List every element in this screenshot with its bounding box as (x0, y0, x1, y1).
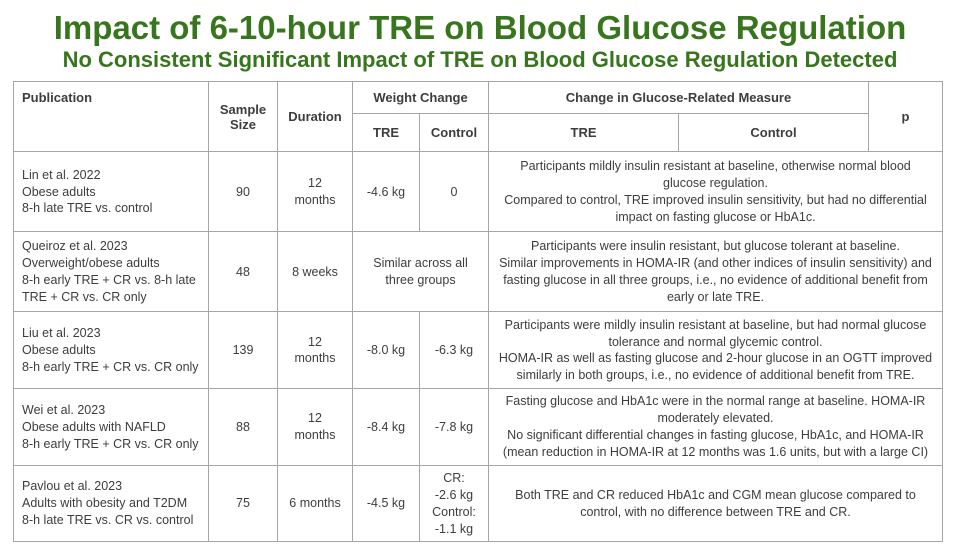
col-header-sample-size: Sample Size (208, 81, 278, 153)
table-row: Wei et al. 2023 Obese adults with NAFLD … (13, 388, 943, 466)
glucose-measure-cell: Participants mildly insulin resistant at… (488, 151, 943, 233)
publication-cell: Pavlou et al. 2023 Adults with obesity a… (13, 464, 209, 543)
sample-size-cell: 88 (208, 388, 278, 466)
slide-subtitle: No Consistent Significant Impact of TRE … (62, 47, 898, 73)
col-header-weight-control: Control (419, 113, 489, 153)
publication-cell: Liu et al. 2023 Obese adults 8-h early T… (13, 311, 209, 390)
col-header-weight-tre: TRE (352, 113, 420, 153)
col-header-glucose-tre: TRE (488, 113, 679, 153)
duration-cell: 12 months (277, 311, 353, 390)
glucose-measure-cell: Fasting glucose and HbA1c were in the no… (488, 388, 943, 466)
studies-table: Publication Sample Size Duration Weight … (13, 81, 943, 543)
weight-tre-cell: -8.0 kg (352, 311, 420, 390)
weight-merged-cell: Similar across all three groups (352, 231, 489, 313)
sample-size-cell: 90 (208, 151, 278, 233)
col-header-glucose-control: Control (678, 113, 869, 153)
sample-size-cell: 75 (208, 464, 278, 543)
duration-cell: 8 weeks (277, 231, 353, 313)
glucose-measure-cell: Participants were mildly insulin resista… (488, 311, 943, 390)
col-header-p: p (868, 81, 943, 153)
header-row-1: Publication Sample Size Duration Weight … (13, 81, 943, 153)
weight-control-cell: -7.8 kg (419, 388, 489, 466)
col-header-publication: Publication (13, 81, 209, 153)
slide-title: Impact of 6-10-hour TRE on Blood Glucose… (53, 9, 907, 46)
weight-tre-cell: -4.5 kg (352, 464, 420, 543)
weight-tre-cell: -4.6 kg (352, 151, 420, 233)
table-row: Lin et al. 2022 Obese adults 8-h late TR… (13, 151, 943, 233)
sample-size-cell: 139 (208, 311, 278, 390)
weight-control-cell: 0 (419, 151, 489, 233)
publication-cell: Wei et al. 2023 Obese adults with NAFLD … (13, 388, 209, 466)
table-row: Liu et al. 2023 Obese adults 8-h early T… (13, 311, 943, 390)
weight-control-cell: -6.3 kg (419, 311, 489, 390)
header-row-2: TRE Control TRE Control (14, 113, 943, 153)
weight-tre-cell: -8.4 kg (352, 388, 420, 466)
col-header-glucose-measure: Change in Glucose-Related Measure (488, 81, 869, 115)
col-header-weight-change: Weight Change (352, 81, 489, 115)
publication-cell: Lin et al. 2022 Obese adults 8-h late TR… (13, 151, 209, 233)
duration-cell: 12 months (277, 151, 353, 233)
glucose-measure-cell: Participants were insulin resistant, but… (488, 231, 943, 313)
publication-cell: Queiroz et al. 2023 Overweight/obese adu… (13, 231, 209, 313)
sample-size-cell: 48 (208, 231, 278, 313)
table-row: Pavlou et al. 2023 Adults with obesity a… (13, 464, 943, 543)
col-header-duration: Duration (277, 81, 353, 153)
duration-cell: 12 months (277, 388, 353, 466)
duration-cell: 6 months (277, 464, 353, 543)
weight-control-cell: CR: -2.6 kg Control: -1.1 kg (419, 464, 489, 543)
table-row: Queiroz et al. 2023 Overweight/obese adu… (13, 231, 943, 313)
glucose-measure-cell: Both TRE and CR reduced HbA1c and CGM me… (488, 464, 943, 543)
